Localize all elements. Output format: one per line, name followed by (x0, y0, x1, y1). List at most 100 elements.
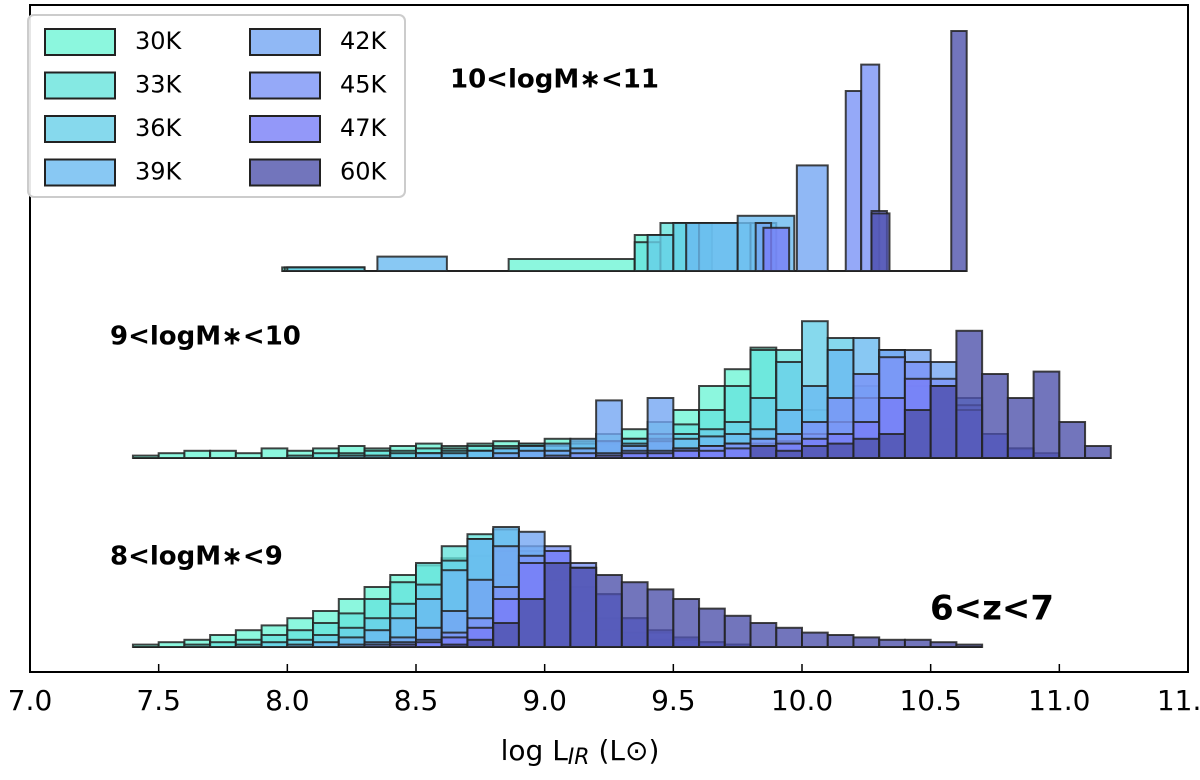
hist-bar (209, 449, 237, 459)
panel-label: 9<logM∗<10 (110, 322, 301, 352)
hist-bar (775, 449, 803, 459)
hist-bar (376, 255, 448, 273)
hist-bar (981, 373, 1009, 459)
hist-bar (620, 581, 649, 649)
hist-bar (646, 588, 675, 649)
hist-bar (929, 641, 958, 649)
hist-bar (955, 643, 984, 648)
legend-swatch (249, 28, 321, 56)
legend-swatch (44, 28, 116, 56)
legend-swatch (44, 71, 116, 100)
hist-bar (1006, 397, 1035, 459)
hist-bar (517, 449, 546, 459)
hist-bar (312, 641, 340, 649)
plot-area (131, 30, 1112, 649)
hist-bar (801, 445, 829, 459)
hist-bar (646, 452, 675, 460)
hist-bar (620, 452, 649, 460)
x-tick-label: 11.0 (1028, 684, 1090, 717)
hist-bar (183, 643, 212, 648)
hist-bar (337, 454, 366, 460)
hist-bar (672, 598, 701, 648)
hist-bar (1058, 421, 1087, 459)
histogram (870, 30, 968, 272)
hist-bar (685, 222, 739, 272)
x-tick-label: 9.5 (651, 684, 696, 717)
hist-bar (852, 636, 881, 649)
hist-bar (337, 643, 366, 648)
histogram (440, 562, 984, 649)
hist-bar (569, 566, 598, 648)
x-tick-label: 9.0 (522, 684, 567, 717)
annotation: 6<z<7 (930, 589, 1054, 629)
hist-bar (363, 454, 392, 460)
hist-bar (466, 638, 495, 648)
hist-bar (878, 638, 906, 648)
hist-bar (517, 598, 546, 648)
hist-bar (826, 634, 855, 648)
x-axis-label: log LIR (L⊙) (501, 734, 660, 770)
legend-swatch (249, 71, 321, 100)
hist-bar (312, 452, 340, 460)
hist-bar (775, 626, 803, 648)
x-tick-label: 8.0 (265, 684, 310, 717)
hist-bar (363, 643, 392, 648)
hist-bar (826, 442, 855, 460)
x-label-sub: IR (568, 745, 590, 770)
x-label-main: log L (501, 734, 569, 767)
x-tick-label: 7.0 (8, 684, 53, 717)
hist-bar (183, 449, 212, 459)
hist-bar (234, 452, 263, 460)
x-tick-label: 8.5 (394, 684, 439, 717)
hist-bar (698, 449, 726, 459)
hist-bar (1032, 370, 1061, 460)
legend-label: 45K (340, 71, 388, 99)
hist-bar (286, 643, 315, 648)
hist-bar (543, 562, 572, 648)
hist-bar (131, 643, 160, 648)
hist-bar (795, 164, 829, 272)
hist-bar (415, 641, 443, 649)
hist-bar (903, 638, 932, 648)
hist-bar (595, 574, 623, 648)
legend-label: 36K (135, 114, 183, 142)
hist-bar (595, 454, 623, 460)
legend-swatch (249, 158, 321, 187)
hist-bar (389, 643, 417, 648)
hist-bar (209, 641, 237, 649)
hist-bar (1084, 445, 1112, 459)
panel-label: 10<logM∗<11 (450, 65, 659, 95)
legend-label: 33K (135, 71, 183, 99)
hist-bar (723, 614, 752, 648)
legend-swatch (249, 115, 321, 143)
hist-bar (440, 643, 469, 648)
hist-bar (466, 449, 495, 459)
hist-bar (698, 607, 726, 648)
legend-label: 42K (340, 27, 388, 55)
hist-bar (507, 258, 636, 272)
hist-bar (157, 641, 186, 649)
hist-bar (762, 226, 791, 273)
hist-bar (870, 212, 891, 272)
hist-bar (492, 622, 520, 648)
hist-bar (415, 452, 443, 460)
legend-swatch (44, 158, 116, 187)
hist-bar (260, 447, 289, 459)
hist-bar (749, 445, 778, 459)
histogram (749, 329, 1112, 460)
hist-bar (440, 452, 469, 460)
hist-bar (389, 452, 417, 460)
hist-bar (852, 437, 881, 459)
hist-bar (157, 452, 186, 460)
hist-bar (646, 397, 675, 459)
legend-label: 30K (135, 27, 183, 55)
hist-bar (234, 643, 263, 648)
hist-bar (492, 452, 520, 460)
hist-bar (723, 447, 752, 459)
hist-bar (955, 329, 984, 459)
plot-frame (29, 4, 1189, 673)
legend-label: 39K (135, 158, 183, 186)
x-tick-label: 11.5 (1157, 684, 1200, 717)
